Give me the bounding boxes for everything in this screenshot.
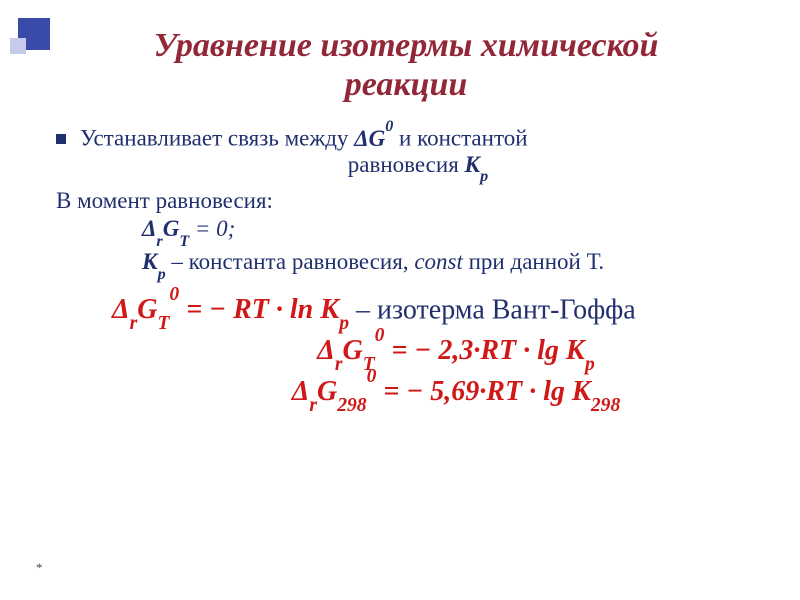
title-line1: Уравнение изотермы химической — [154, 27, 659, 64]
title-line2: реакции — [345, 66, 468, 103]
formula-1: ΔrGТ0 = − RT · ln Кр – изотерма Вант-Гоф… — [56, 292, 756, 331]
bullet-text: Устанавливает связь между ΔG0 и констант… — [80, 124, 756, 182]
corner-square-small — [10, 38, 26, 54]
moment-eq: ΔrGТ = 0; — [56, 216, 756, 247]
formula-2: ΔrGТ0 = − 2,3·RT · lg Кр — [56, 333, 756, 372]
formula-block: ΔrGТ0 = − RT · ln Кр – изотерма Вант-Гоф… — [56, 292, 756, 413]
moment-kp-desc: Кр – константа равновесия, const при дан… — [56, 249, 756, 280]
footer-mark: * — [36, 560, 43, 576]
bullet-item: Устанавливает связь между ΔG0 и констант… — [56, 124, 756, 182]
bullet-icon — [56, 134, 66, 144]
slide: Уравнение изотермы химической реакции Ус… — [0, 0, 800, 600]
corner-decoration — [10, 12, 56, 58]
bullet-mid: и константой — [393, 126, 527, 151]
dg0: ΔG0 — [354, 126, 393, 151]
bullet-pre: Устанавливает связь между — [80, 126, 354, 151]
bullet-line2: равновесия Кр — [80, 152, 756, 183]
slide-body: Устанавливает связь между ΔG0 и констант… — [56, 124, 756, 412]
formula-3: ΔrG2980 = − 5,69·RT · lg К298 — [56, 373, 756, 412]
slide-title: Уравнение изотермы химической реакции — [56, 26, 756, 104]
kp: Кр — [465, 152, 489, 177]
formula-1-tail: – изотерма Вант-Гоффа — [356, 294, 636, 325]
moment-label: В момент равновесия: — [56, 188, 756, 214]
